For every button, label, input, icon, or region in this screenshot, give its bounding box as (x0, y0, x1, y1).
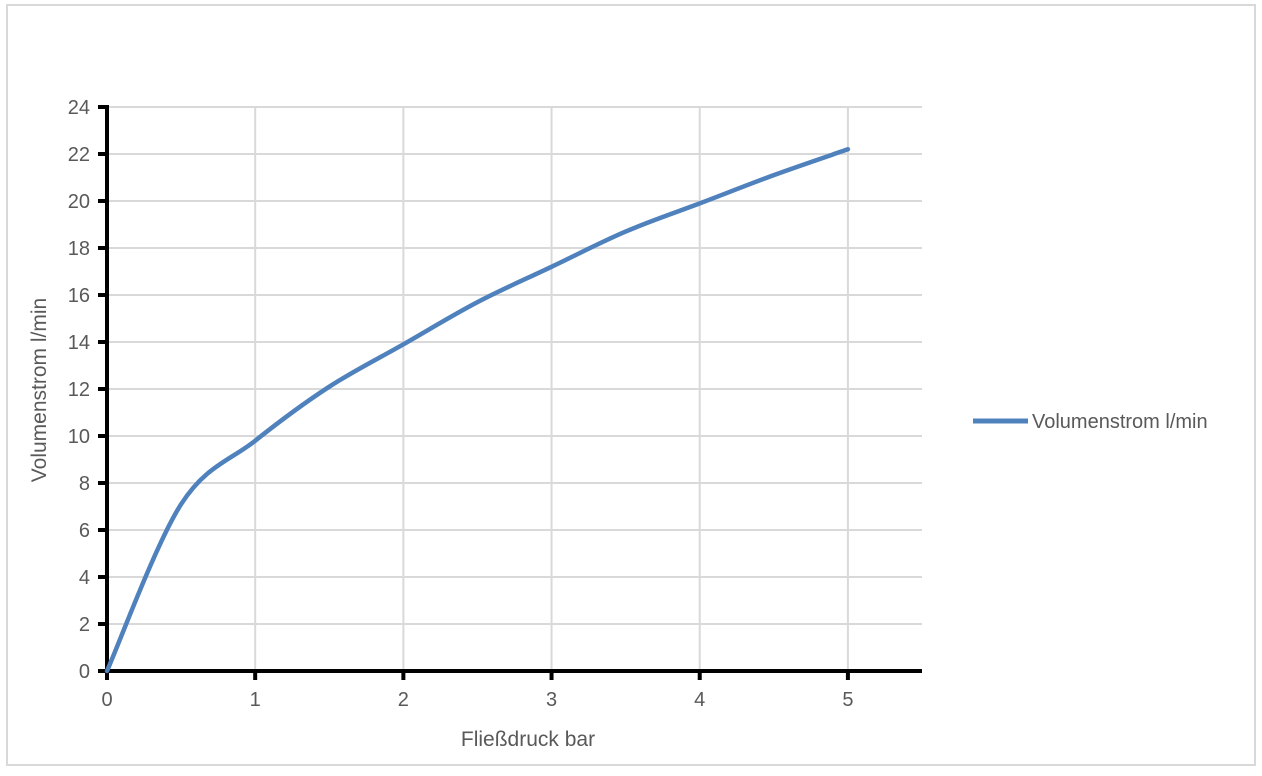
y-tick-label: 6 (79, 520, 90, 542)
y-tick-label: 20 (68, 191, 90, 213)
x-axis-title: Fließdruck bar (461, 728, 595, 751)
y-tick-label: 2 (79, 614, 90, 636)
chart-frame (6, 4, 1256, 766)
x-tick-label: 5 (842, 689, 853, 711)
y-tick-label: 4 (79, 567, 90, 589)
y-tick-label: 24 (68, 97, 90, 119)
y-tick-label: 16 (68, 285, 90, 307)
y-tick-label: 8 (79, 473, 90, 495)
x-axis-tick-labels: 0 1 2 3 4 5 (101, 689, 853, 711)
legend: Volumenstrom l/min (973, 411, 1208, 433)
legend-label: Volumenstrom l/min (1032, 411, 1208, 433)
y-tick-label: 0 (79, 661, 90, 683)
axes (98, 105, 922, 680)
gridlines (107, 106, 922, 671)
y-tick-label: 18 (68, 238, 90, 260)
x-tick-label: 2 (398, 689, 409, 711)
y-axis-title: Volumenstrom l/min (28, 298, 51, 482)
y-tick-label: 12 (68, 379, 90, 401)
x-tick-label: 4 (694, 689, 705, 711)
y-tick-label: 10 (68, 426, 90, 448)
x-tick-label: 0 (101, 689, 112, 711)
y-tick-label: 14 (68, 332, 90, 354)
series-line (104, 147, 851, 674)
x-tick-label: 1 (250, 689, 261, 711)
y-tick-label: 22 (68, 144, 90, 166)
x-tick-label: 3 (546, 689, 557, 711)
